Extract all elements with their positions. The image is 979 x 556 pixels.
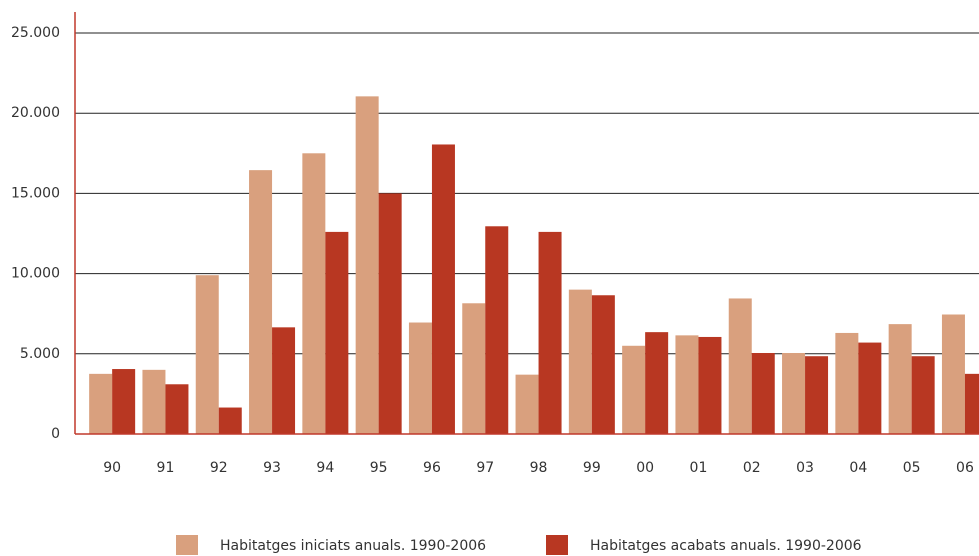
x-tick-label: 96 <box>423 460 441 476</box>
x-tick-label: 06 <box>956 460 974 476</box>
legend-label: Habitatges iniciats anuals. 1990-2006 <box>220 538 486 554</box>
y-tick-label: 20.000 <box>11 105 60 121</box>
bar <box>911 356 935 434</box>
bar <box>165 384 189 434</box>
bar <box>112 369 136 434</box>
bar <box>645 332 669 434</box>
bar <box>591 295 615 434</box>
x-tick-label: 01 <box>690 460 708 476</box>
y-tick-label: 10.000 <box>11 266 60 282</box>
bar <box>805 356 829 434</box>
x-tick-label: 94 <box>316 460 334 476</box>
x-tick-label: 90 <box>103 460 121 476</box>
bar <box>431 144 455 434</box>
x-tick-label: 04 <box>849 460 867 476</box>
x-tick-label: 92 <box>210 460 228 476</box>
y-tick-label: 0 <box>51 426 60 442</box>
legend-swatch <box>176 535 198 555</box>
x-tick-label: 98 <box>530 460 548 476</box>
bar <box>941 314 965 434</box>
bar <box>462 303 486 434</box>
bar <box>249 170 273 434</box>
bar <box>782 352 806 434</box>
bar <box>751 352 775 434</box>
x-tick-label: 91 <box>157 460 175 476</box>
bar <box>888 324 912 434</box>
legend-swatch <box>546 535 568 555</box>
bar <box>195 275 219 434</box>
legend-label: Habitatges acabats anuals. 1990-2006 <box>590 538 862 554</box>
bar <box>325 231 349 434</box>
bar <box>89 373 113 434</box>
bar <box>218 407 242 434</box>
x-tick-label: 05 <box>903 460 921 476</box>
bar <box>835 332 859 434</box>
x-tick-label: 97 <box>476 460 494 476</box>
bar <box>622 345 646 434</box>
x-tick-label: 00 <box>636 460 654 476</box>
x-tick-label: 99 <box>583 460 601 476</box>
bar <box>355 96 379 434</box>
bar <box>408 322 432 434</box>
x-tick-label: 02 <box>743 460 761 476</box>
bar <box>675 335 699 434</box>
x-tick-label: 93 <box>263 460 281 476</box>
x-tick-label: 95 <box>370 460 388 476</box>
bar <box>378 193 402 434</box>
x-tick-label: 03 <box>796 460 814 476</box>
bar <box>302 153 326 435</box>
y-tick-label: 5.000 <box>20 346 60 362</box>
bar <box>515 374 539 434</box>
bar <box>728 298 752 434</box>
bar <box>538 231 562 434</box>
bar <box>485 226 509 434</box>
bar <box>698 336 722 434</box>
bar <box>272 327 296 434</box>
bar <box>858 342 882 434</box>
bar <box>568 289 592 434</box>
bar <box>964 373 979 434</box>
y-tick-label: 15.000 <box>11 185 60 201</box>
bar <box>142 369 166 434</box>
y-tick-label: 25.000 <box>11 25 60 41</box>
